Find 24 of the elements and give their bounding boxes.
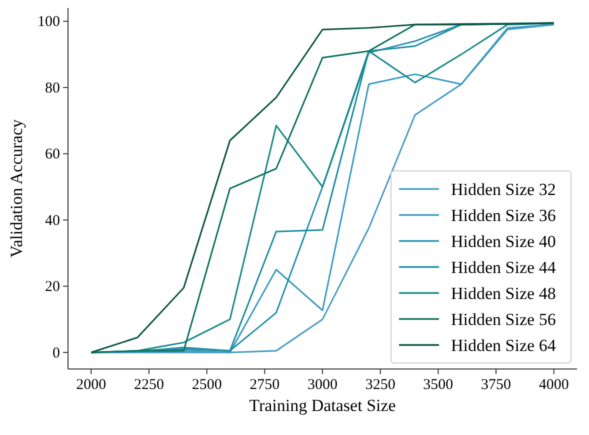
- legend-label: Hidden Size 32: [451, 180, 556, 199]
- y-tick-label: 100: [38, 14, 60, 30]
- legend-label: Hidden Size 56: [451, 310, 556, 329]
- x-tick-label: 2250: [134, 377, 164, 393]
- x-tick-label: 4000: [538, 377, 569, 393]
- x-tick-label: 2000: [76, 377, 106, 393]
- x-tick-label: 2500: [192, 377, 222, 393]
- legend-label: Hidden Size 44: [451, 258, 556, 277]
- x-tick-label: 3250: [365, 377, 396, 393]
- x-tick-label: 2750: [250, 377, 280, 393]
- y-axis-title: Validation Accuracy: [7, 118, 26, 258]
- x-tick-label: 3500: [423, 377, 454, 393]
- y-tick-label: 0: [52, 345, 60, 362]
- y-tick-label: 60: [45, 146, 60, 163]
- legend-label: Hidden Size 36: [451, 206, 556, 225]
- x-tick-label: 3750: [481, 377, 512, 393]
- x-tick-label: 3000: [308, 377, 338, 393]
- legend-label: Hidden Size 64: [451, 336, 556, 355]
- y-tick-label: 80: [45, 80, 60, 96]
- x-axis-title: Training Dataset Size: [249, 396, 396, 415]
- y-tick-label: 40: [45, 212, 60, 229]
- legend-label: Hidden Size 48: [451, 284, 556, 303]
- legend-label: Hidden Size 40: [451, 232, 556, 251]
- y-tick-label: 20: [45, 279, 60, 296]
